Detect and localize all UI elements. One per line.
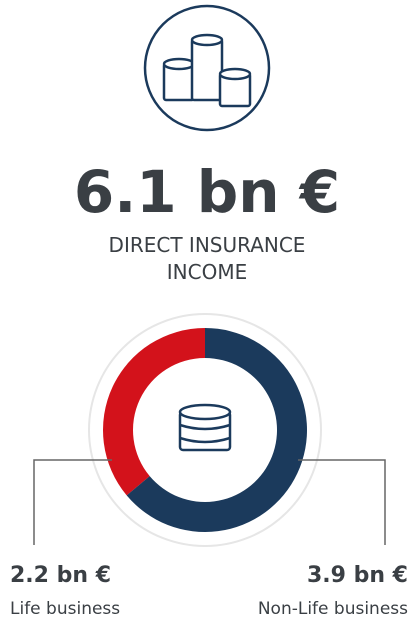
value-label: 2.2 bn € <box>10 563 111 588</box>
leader-line <box>298 459 386 545</box>
coins-icon <box>143 4 271 132</box>
donut-slice <box>102 328 205 496</box>
subtitle: DIRECT INSURANCE INCOME <box>108 233 306 284</box>
donut-slice <box>126 328 307 532</box>
value-label: 3.9 bn € <box>307 563 408 588</box>
category-label: Non-Life business <box>258 599 408 619</box>
headline: 6.1 bn € <box>74 158 340 226</box>
center-icon <box>178 403 232 452</box>
subtitle-box: DIRECT INSURANCE INCOME <box>108 233 306 284</box>
leader-line <box>33 459 112 545</box>
category-label: Life business <box>10 599 120 619</box>
outer-ring <box>88 313 322 547</box>
